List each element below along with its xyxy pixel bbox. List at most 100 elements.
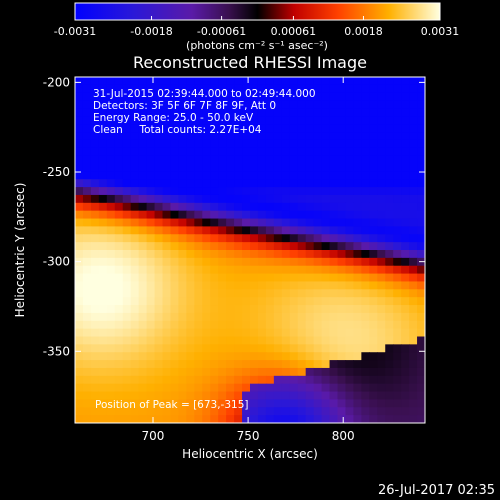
heatmap-cell — [202, 92, 211, 102]
heatmap-cell — [130, 281, 140, 290]
heatmap-cell — [369, 218, 378, 228]
heatmap-cell — [114, 147, 124, 157]
heatmap-cell — [75, 297, 84, 306]
heatmap-cell — [297, 234, 307, 243]
heatmap-cell — [138, 226, 148, 235]
heatmap-cell — [305, 399, 315, 408]
heatmap-cell — [194, 100, 203, 110]
annotation-clean-counts: Clean Total counts: 2.27E+04 — [93, 124, 262, 136]
heatmap-cell — [75, 383, 84, 393]
heatmap-cell — [409, 77, 418, 86]
heatmap-cell — [297, 297, 307, 306]
heatmap-cell — [178, 312, 187, 322]
heatmap-cell — [242, 218, 251, 228]
heatmap-cell — [218, 265, 227, 275]
heatmap-cell — [369, 336, 378, 345]
heatmap-cell — [210, 100, 219, 110]
heatmap-cell — [289, 257, 299, 267]
heatmap-cell — [98, 171, 108, 180]
heatmap-cell — [122, 360, 132, 369]
heatmap-cell — [250, 265, 259, 275]
heatmap-cell — [162, 194, 172, 204]
heatmap-cell — [313, 210, 323, 220]
heatmap-cell — [361, 344, 370, 353]
heatmap-cell — [202, 163, 211, 172]
heatmap-cell — [242, 171, 251, 180]
heatmap-cell — [75, 155, 84, 165]
heatmap-cell — [369, 147, 378, 157]
heatmap-cell — [297, 100, 307, 110]
heatmap-cell — [250, 320, 259, 330]
heatmap-cell — [194, 360, 203, 369]
heatmap-cell — [138, 234, 148, 243]
heatmap-cell — [281, 77, 291, 86]
heatmap-cell — [170, 147, 179, 157]
heatmap-cell — [98, 194, 108, 204]
heatmap-cell — [146, 100, 156, 110]
heatmap-cell — [170, 163, 179, 172]
heatmap-cell — [361, 139, 370, 149]
heatmap-cell — [273, 399, 283, 408]
heatmap-cell — [353, 226, 362, 235]
y-tick-label: -300 — [43, 255, 70, 269]
heatmap-cell — [194, 163, 203, 172]
chart-title: Reconstructed RHESSI Image — [133, 53, 367, 72]
heatmap-cell — [273, 155, 283, 165]
heatmap-cell — [154, 124, 164, 133]
heatmap-cell — [297, 328, 307, 338]
heatmap-cell — [154, 171, 164, 180]
heatmap-cell — [273, 391, 283, 401]
heatmap-cell — [186, 242, 195, 251]
heatmap-cell — [297, 108, 307, 117]
heatmap-cell — [393, 391, 402, 401]
heatmap-cell — [313, 383, 323, 393]
heatmap-cell — [353, 194, 362, 204]
heatmap-cell — [289, 147, 299, 157]
heatmap-cell — [194, 124, 203, 133]
heatmap-cell — [170, 265, 179, 275]
heatmap-cell — [122, 375, 132, 385]
heatmap-cell — [281, 132, 291, 141]
heatmap-cell — [361, 218, 370, 228]
heatmap-cell — [337, 360, 347, 369]
heatmap-cell — [226, 320, 235, 330]
heatmap-cell — [226, 163, 235, 172]
heatmap-cell — [194, 344, 203, 353]
heatmap-cell — [377, 108, 386, 117]
heatmap-cell — [114, 297, 124, 306]
heatmap-cell — [90, 84, 100, 94]
heatmap-cell — [409, 273, 418, 283]
heatmap-cell — [313, 312, 323, 322]
heatmap-cell — [337, 281, 347, 290]
heatmap-cell — [162, 100, 172, 110]
heatmap-cell — [186, 360, 195, 369]
heatmap-cell — [281, 171, 291, 180]
heatmap-cell — [289, 375, 299, 385]
heatmap-cell — [154, 375, 164, 385]
heatmap-cell — [218, 155, 227, 165]
heatmap-cell — [329, 242, 339, 251]
heatmap-cell — [337, 202, 347, 212]
heatmap-cell — [385, 116, 394, 125]
heatmap-cell — [186, 116, 195, 125]
annotation-block: 31-Jul-2015 02:39:44.000 to 02:49:44.000… — [93, 88, 316, 136]
heatmap-cell — [281, 312, 291, 322]
heatmap-cell — [226, 210, 235, 220]
heatmap-cell — [98, 242, 108, 251]
heatmap-cell — [289, 273, 299, 283]
heatmap-cell — [281, 202, 291, 212]
heatmap-cell — [90, 124, 100, 133]
heatmap-cell — [170, 84, 179, 94]
heatmap-cell — [146, 305, 156, 314]
heatmap-cell — [202, 289, 211, 298]
heatmap-cell — [409, 407, 418, 416]
heatmap-cell — [409, 202, 418, 212]
heatmap-cell — [162, 305, 172, 314]
heatmap-cell — [178, 210, 187, 220]
heatmap-cell — [98, 218, 108, 228]
heatmap-cell — [202, 257, 211, 267]
heatmap-cell — [202, 116, 211, 125]
heatmap-cell — [329, 297, 339, 306]
heatmap-cell — [337, 116, 347, 125]
heatmap-cell — [369, 250, 378, 259]
